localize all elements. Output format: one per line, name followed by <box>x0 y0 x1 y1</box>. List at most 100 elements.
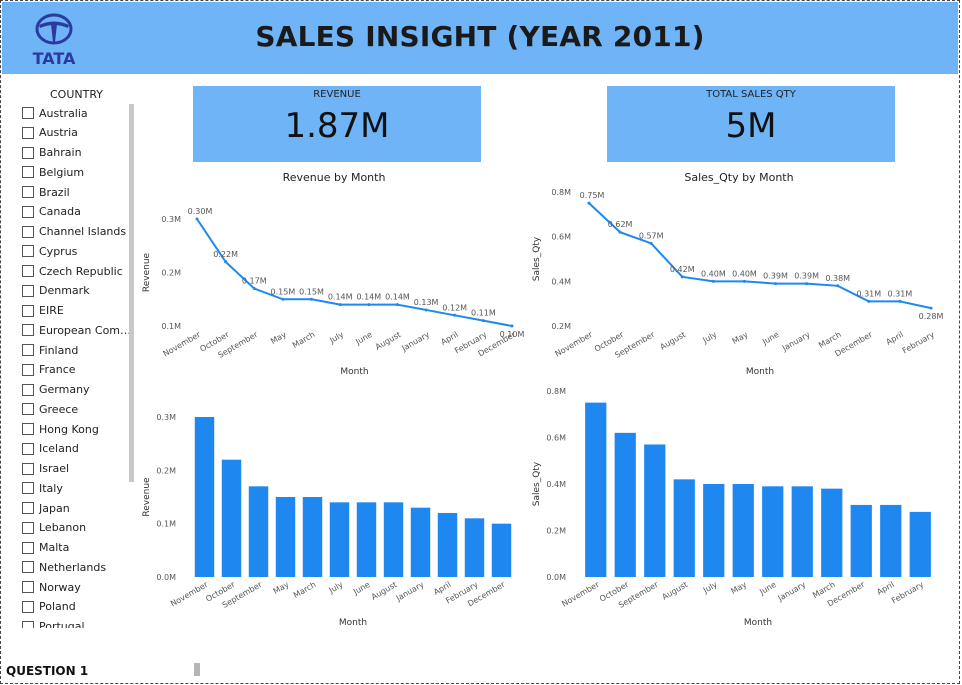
country-option[interactable]: Portugal <box>22 618 134 628</box>
country-option[interactable]: Israel <box>22 460 134 478</box>
country-option[interactable]: Brazil <box>22 183 134 201</box>
sales-qty-line-chart-title: Sales_Qty by Month <box>684 171 794 184</box>
checkbox[interactable] <box>22 502 34 514</box>
country-option[interactable]: Denmark <box>22 282 134 300</box>
country-option[interactable]: Canada <box>22 203 134 221</box>
data-label: 0.17M <box>242 277 267 286</box>
checkbox[interactable] <box>22 442 34 455</box>
country-option[interactable]: Iceland <box>22 440 134 458</box>
country-slicer: Australia Austria Bahrain Belgium Brazil Cana… <box>22 104 134 628</box>
country-option[interactable]: Bahrain <box>22 144 134 162</box>
x-axis-title: Month <box>744 618 772 628</box>
revenue-card-value: 1.87M <box>284 106 390 146</box>
checkbox[interactable] <box>22 620 34 628</box>
data-point <box>395 303 399 307</box>
country-option[interactable]: Channel Islands <box>22 223 134 241</box>
checkbox[interactable] <box>22 423 34 435</box>
country-option[interactable]: EIRE <box>22 302 134 320</box>
checkbox[interactable] <box>22 126 34 139</box>
checkbox[interactable] <box>22 166 34 179</box>
country-option[interactable]: Poland <box>22 598 134 616</box>
country-option[interactable]: European Commu... <box>22 321 134 339</box>
bar <box>703 484 725 577</box>
checkbox[interactable] <box>22 482 34 495</box>
data-point <box>711 279 715 283</box>
country-option[interactable]: Czech Republic <box>22 262 134 280</box>
checkbox[interactable] <box>22 581 34 593</box>
checkbox[interactable] <box>22 205 34 218</box>
bar <box>437 513 458 577</box>
checkbox[interactable] <box>22 265 34 277</box>
country-option[interactable]: Cyprus <box>22 242 134 260</box>
data-point <box>310 297 314 301</box>
country-option[interactable]: Lebanon <box>22 519 134 537</box>
bar <box>614 432 636 577</box>
country-option[interactable]: Hong Kong <box>22 420 134 438</box>
country-option[interactable]: Belgium <box>22 163 134 181</box>
data-label: 0.39M <box>794 272 819 281</box>
country-option[interactable]: Italy <box>22 479 134 497</box>
country-option[interactable]: Australia <box>22 104 134 122</box>
checkbox[interactable] <box>22 363 34 376</box>
data-label: 0.13M <box>414 298 439 307</box>
y-tick-label: 0.2M <box>546 527 566 536</box>
x-axis-title: Month <box>340 367 368 377</box>
checkbox[interactable] <box>22 107 34 119</box>
data-point <box>424 308 428 312</box>
checkbox[interactable] <box>22 344 34 356</box>
y-tick-label: 0.2M <box>161 269 181 278</box>
country-option[interactable]: Netherlands <box>22 558 134 576</box>
bar <box>909 511 931 577</box>
data-point <box>649 241 653 245</box>
data-point <box>805 282 809 286</box>
checkbox[interactable] <box>22 541 34 554</box>
checkbox[interactable] <box>22 403 34 416</box>
country-option[interactable]: Finland <box>22 341 134 359</box>
checkbox[interactable] <box>22 225 34 238</box>
data-label: 0.75M <box>580 191 605 200</box>
series-line <box>196 218 513 327</box>
bar <box>585 402 607 577</box>
country-option[interactable]: Austria <box>22 124 134 142</box>
checkbox[interactable] <box>22 521 34 534</box>
data-point <box>252 287 256 291</box>
data-label: 0.42M <box>670 265 695 274</box>
data-label: 0.28M <box>919 312 944 321</box>
data-point <box>680 275 684 279</box>
country-option[interactable]: Germany <box>22 381 134 399</box>
country-option[interactable]: Norway <box>22 578 134 596</box>
slicer-scrollbar[interactable] <box>129 104 134 482</box>
bar <box>356 502 377 577</box>
checkbox[interactable] <box>22 383 34 396</box>
page-tab-question-1[interactable]: QUESTION 1 <box>6 664 89 678</box>
country-option[interactable]: Malta <box>22 539 134 557</box>
revenue-line-chart-title: Revenue by Month <box>282 171 386 184</box>
checkbox[interactable] <box>22 186 34 198</box>
bar <box>791 486 813 577</box>
country-option[interactable]: France <box>22 361 134 379</box>
checkbox[interactable] <box>22 245 34 258</box>
data-point <box>195 217 199 221</box>
y-tick-label: 0.2M <box>156 466 176 475</box>
checkbox[interactable] <box>22 462 34 475</box>
data-point <box>510 324 514 328</box>
sales-qty-card: TOTAL SALES QTY 5M <box>607 86 895 162</box>
checkbox[interactable] <box>22 304 34 317</box>
checkbox[interactable] <box>22 146 34 159</box>
checkbox[interactable] <box>22 324 34 337</box>
country-option[interactable]: Japan <box>22 499 134 517</box>
checkbox[interactable] <box>22 561 34 574</box>
x-tick-label: April <box>875 580 895 597</box>
y-tick-label: 0.0M <box>546 573 566 582</box>
checkbox[interactable] <box>22 600 34 613</box>
bar <box>410 507 431 577</box>
page-scroll-handle[interactable] <box>194 663 200 676</box>
bar <box>850 504 872 577</box>
checkbox[interactable] <box>22 284 34 297</box>
y-tick-label: 0.6M <box>546 434 566 443</box>
country-option[interactable]: Greece <box>22 400 134 418</box>
y-tick-label: 0.3M <box>161 215 181 224</box>
sales-qty-card-label: TOTAL SALES QTY <box>706 89 796 100</box>
x-tick-label: November <box>560 580 601 609</box>
